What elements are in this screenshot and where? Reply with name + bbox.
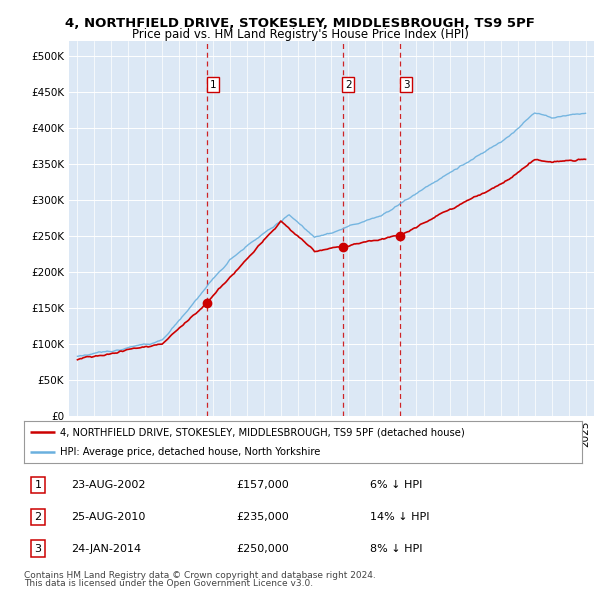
Text: 2: 2 [34,512,41,522]
Text: 1: 1 [34,480,41,490]
Text: Contains HM Land Registry data © Crown copyright and database right 2024.: Contains HM Land Registry data © Crown c… [24,571,376,579]
Text: This data is licensed under the Open Government Licence v3.0.: This data is licensed under the Open Gov… [24,579,313,588]
Text: 2: 2 [345,80,352,90]
Text: 8% ↓ HPI: 8% ↓ HPI [370,543,422,553]
Text: £250,000: £250,000 [236,543,289,553]
Text: 6% ↓ HPI: 6% ↓ HPI [370,480,422,490]
Text: 1: 1 [209,80,216,90]
Text: HPI: Average price, detached house, North Yorkshire: HPI: Average price, detached house, Nort… [60,447,320,457]
Text: 25-AUG-2010: 25-AUG-2010 [71,512,146,522]
Text: 3: 3 [403,80,410,90]
Text: 14% ↓ HPI: 14% ↓ HPI [370,512,430,522]
Text: 24-JAN-2014: 24-JAN-2014 [71,543,142,553]
Text: Price paid vs. HM Land Registry's House Price Index (HPI): Price paid vs. HM Land Registry's House … [131,28,469,41]
Text: 4, NORTHFIELD DRIVE, STOKESLEY, MIDDLESBROUGH, TS9 5PF: 4, NORTHFIELD DRIVE, STOKESLEY, MIDDLESB… [65,17,535,30]
Text: 23-AUG-2002: 23-AUG-2002 [71,480,146,490]
Text: £235,000: £235,000 [236,512,289,522]
Text: 4, NORTHFIELD DRIVE, STOKESLEY, MIDDLESBROUGH, TS9 5PF (detached house): 4, NORTHFIELD DRIVE, STOKESLEY, MIDDLESB… [60,427,465,437]
Text: £157,000: £157,000 [236,480,289,490]
Text: 3: 3 [34,543,41,553]
